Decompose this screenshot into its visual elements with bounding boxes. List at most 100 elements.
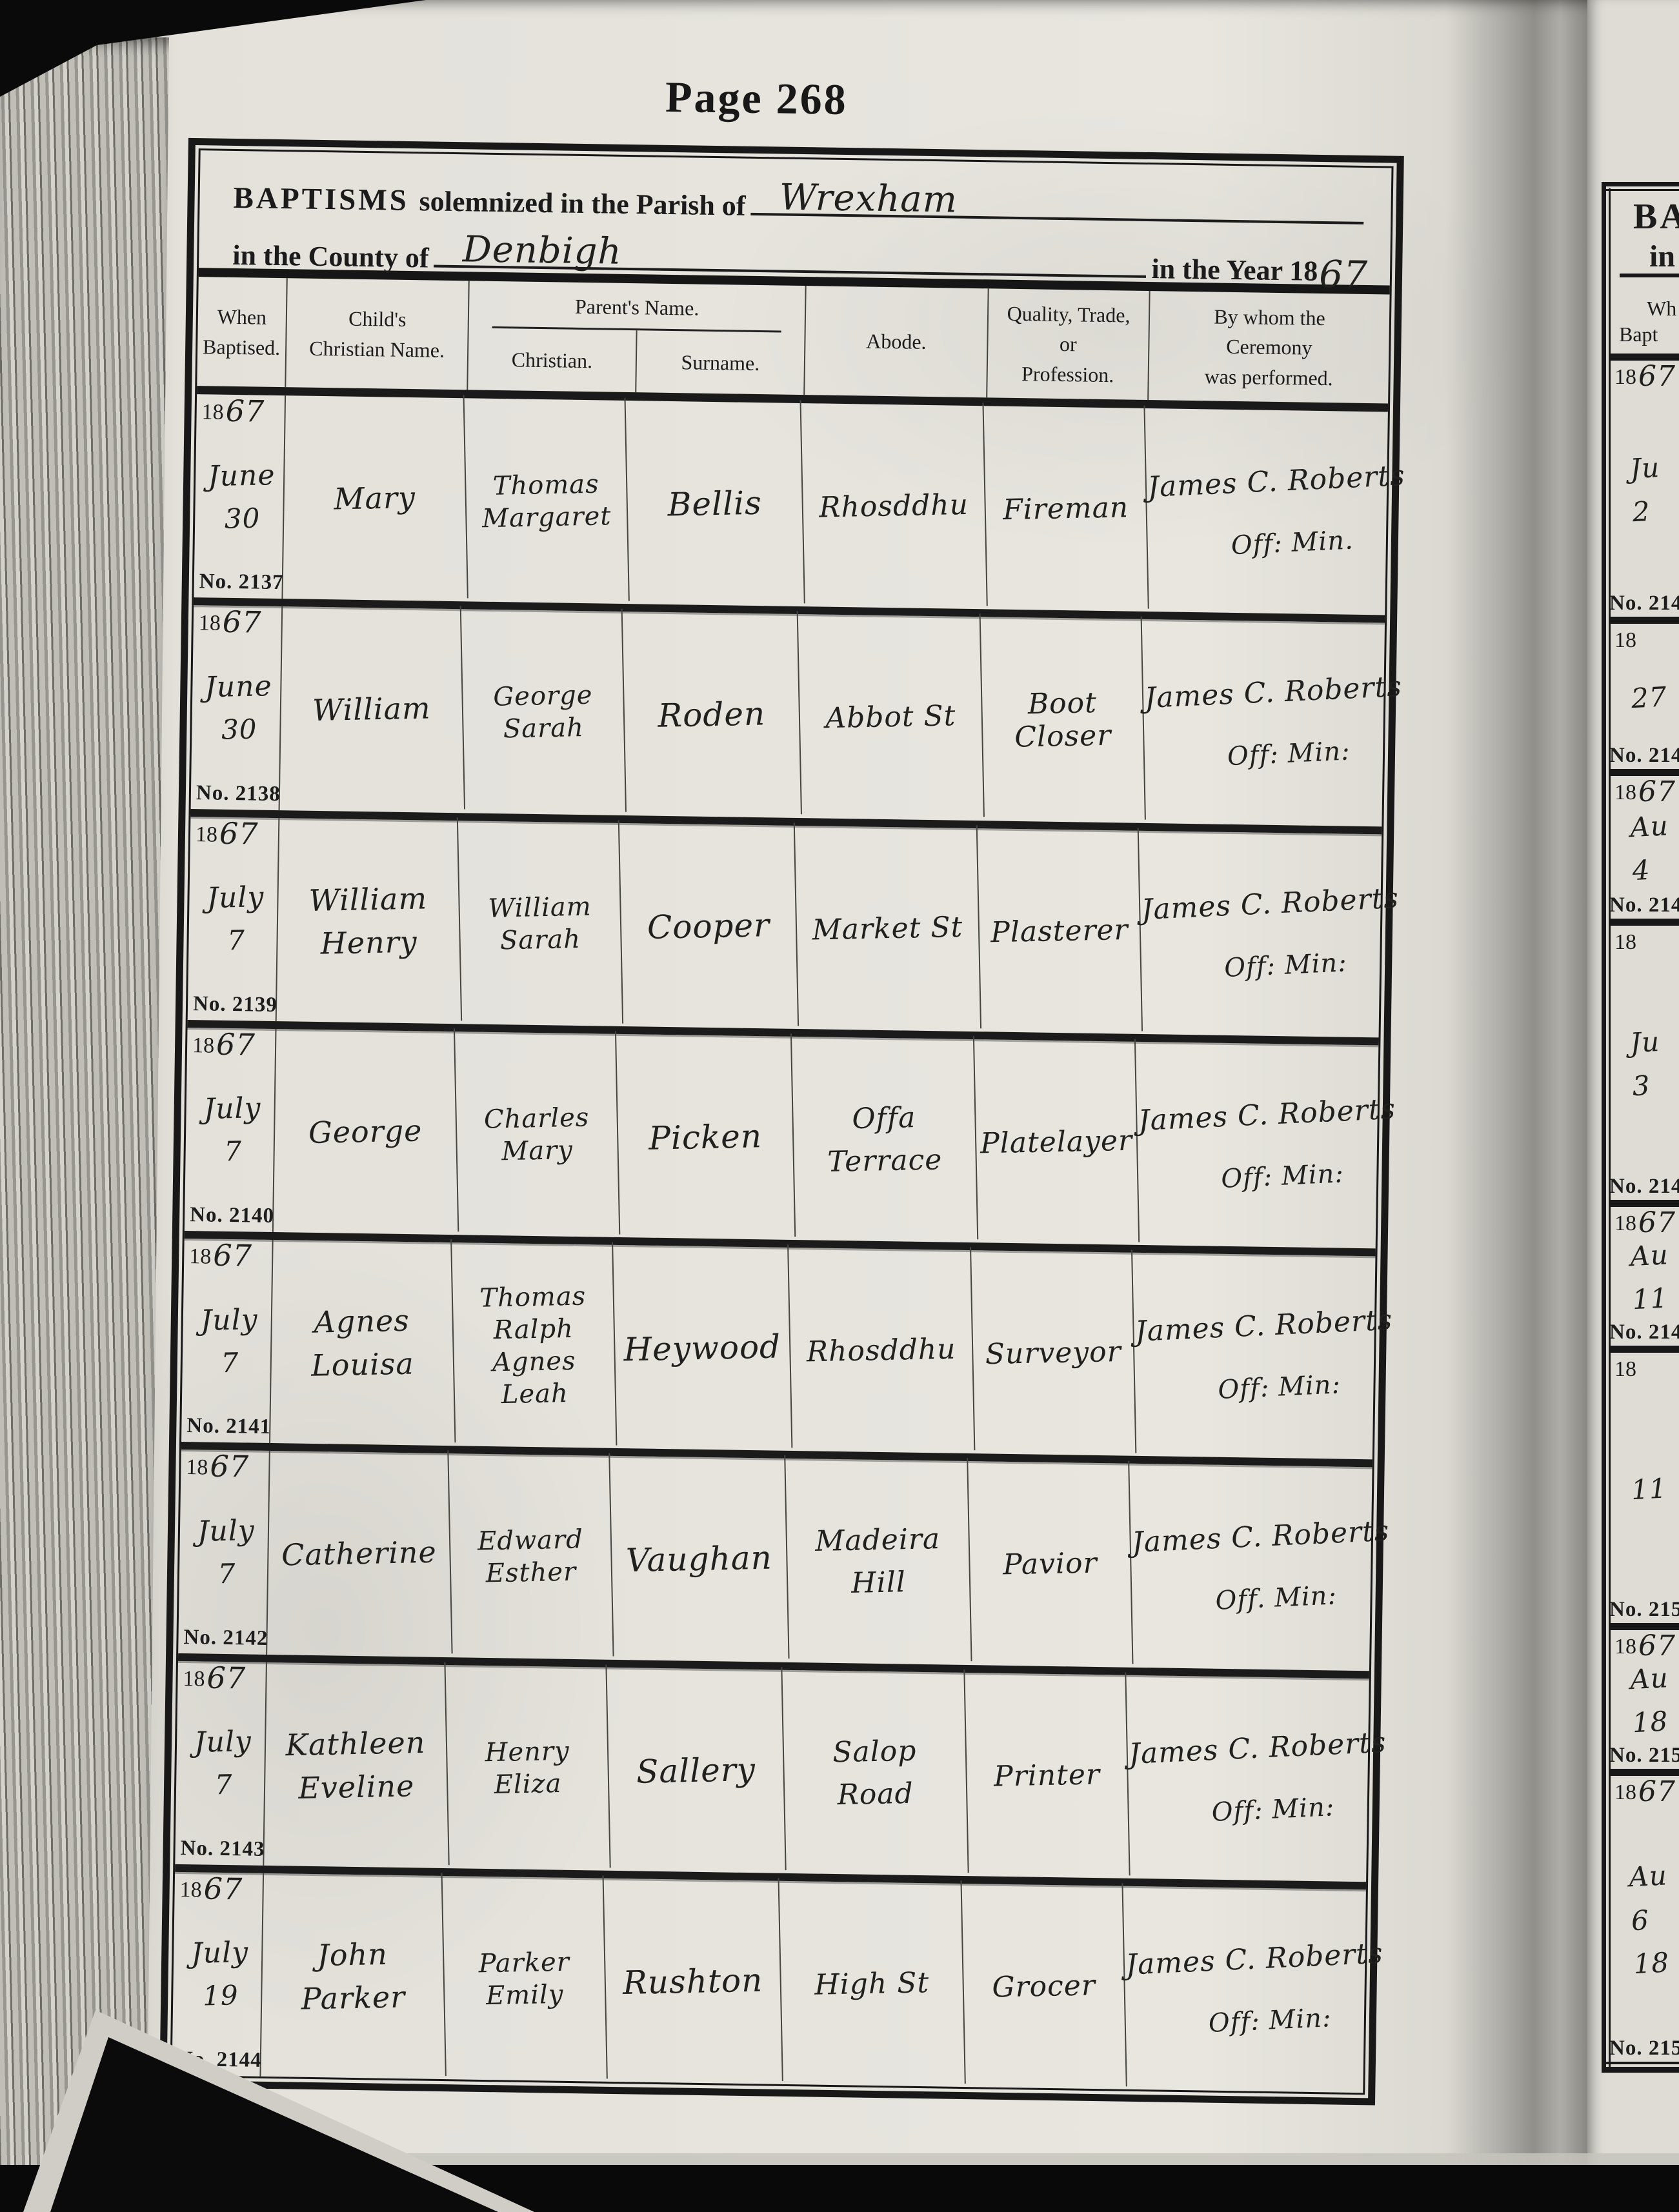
cell-surname: Cooper <box>619 822 799 1030</box>
stub-year-handwritten: 67 <box>1638 360 1676 393</box>
cell-surname: Bellis <box>625 400 805 608</box>
minister-signature: James C. Roberts <box>1131 1514 1391 1560</box>
stub-year: 1867 <box>1614 1206 1676 1239</box>
stub-year: 18 <box>1614 930 1636 954</box>
entry-year: 1867 <box>195 815 259 852</box>
table-row: 1867 June 30 No. 2137 Mary Thomas Margar… <box>194 393 1406 615</box>
right-page-header-fragment-baptised: Bapt <box>1619 323 1658 346</box>
cell-profession: Grocer <box>961 1883 1127 2090</box>
right-page-header-fragment-when: Wh <box>1647 297 1677 320</box>
right-page-row-stub: 1867 Au 6 18 No. 2152 <box>1609 1769 1679 2062</box>
minister-signature: James C. Roberts <box>1140 881 1400 926</box>
entry-month: June <box>207 459 276 493</box>
stub-entry-number: No. 214 <box>1609 744 1679 767</box>
entry-number: No. 2139 <box>192 991 278 1017</box>
cell-profession: Boot Closer <box>980 616 1146 824</box>
entry-day: 7 <box>217 1557 236 1590</box>
cell-abode: High St <box>779 1880 966 2087</box>
cell-child-name: Mary <box>282 395 468 603</box>
right-page-left-border-inner <box>1609 188 1611 2067</box>
right-page-top-rule-inner <box>1602 189 1679 191</box>
entry-number: No. 2143 <box>180 1836 265 1861</box>
cell-by-whom: James C. Roberts Off: Min: <box>1127 1675 1387 1882</box>
minister-signature: James C. Roberts <box>1125 1937 1384 1982</box>
cell-parent-christian: Charles Mary <box>455 1031 621 1238</box>
right-page-title-fragment-2: in <box>1649 239 1676 274</box>
entry-date: June 30 <box>206 423 277 572</box>
cell-abode: Abbot St <box>798 613 985 821</box>
stub-year: 1867 <box>1614 1629 1676 1662</box>
entry-date: July 7 <box>202 1056 262 1204</box>
cell-profession: Plasterer <box>977 828 1143 1035</box>
cell-abode: Rhosddhu <box>801 403 988 610</box>
entry-year: 1867 <box>201 393 265 429</box>
officiant-note: Off: Min: <box>1220 1159 1345 1194</box>
parish-handwritten: Wrexham <box>779 176 958 221</box>
register-title: BAPTISMS solemnized in the Parish of Wre… <box>198 150 1392 297</box>
header-when-baptised: When Baptised. <box>197 277 288 388</box>
stub-year-handwritten: 67 <box>1638 775 1676 808</box>
cell-abode: Madeira Hill <box>785 1458 972 1666</box>
stub-entry-number: No. 214 <box>1609 1320 1679 1344</box>
book-gutter-shadow <box>1445 0 1589 2173</box>
header-parent-christian: Christian. <box>468 328 638 393</box>
cell-by-whom: James C. Roberts Off: Min. <box>1145 408 1406 615</box>
cell-by-whom: James C. Roberts Off: Min: <box>1140 830 1400 1037</box>
cell-parent-christian: Henry Eliza <box>445 1664 611 1871</box>
entry-day: 7 <box>223 1135 243 1168</box>
entry-date: July 7 <box>196 1478 256 1626</box>
header-quality-trade: Quality, Trade, or Profession. <box>987 288 1151 401</box>
table-row: 1867 July 7 No. 2142 Catherine Edward Es… <box>178 1442 1390 1671</box>
page-bottom-edge <box>84 2153 1679 2166</box>
stub-year-handwritten: 67 <box>1638 1775 1676 1808</box>
cell-surname: Roden <box>622 611 802 819</box>
stub-handwriting: Au 4 <box>1629 809 1669 886</box>
cell-child-name: William Henry <box>276 817 463 1024</box>
cell-when-baptised: 1867 June 30 No. 2137 <box>194 393 287 599</box>
entry-day: 7 <box>220 1346 239 1379</box>
entry-date: July 7 <box>193 1689 253 1837</box>
officiant-note: Off. Min: <box>1215 1580 1338 1617</box>
cell-profession: Pavior <box>968 1460 1134 1668</box>
header-parent-surname: Surname. <box>681 350 760 375</box>
minister-signature: James C. Roberts <box>1128 1726 1387 1771</box>
entry-year: 1867 <box>179 1871 243 1907</box>
stub-handwriting: 11 <box>1630 1471 1668 1506</box>
cell-parent-christian: Thomas Ralph Agnes Leah <box>452 1242 618 1449</box>
entry-date: July 19 <box>190 1900 250 2048</box>
right-page-title-fragment: BA <box>1633 197 1679 237</box>
cell-profession: Fireman <box>983 405 1149 612</box>
cell-by-whom: James C. Roberts Off: Min: <box>1133 1253 1394 1460</box>
right-page-row-stub: 18 27 No. 214 <box>1609 617 1679 769</box>
table-header-row: When Baptised. Child's Christian Name. P… <box>197 277 1390 412</box>
stub-entry-number: No. 2152 <box>1609 2037 1679 2060</box>
entry-number: No. 2141 <box>186 1414 272 1439</box>
cell-surname: Rushton <box>603 1877 783 2085</box>
right-page-row-stub: 1867 Ju 2 No. 214 <box>1609 354 1679 617</box>
county-entry-line: Denbigh <box>434 227 1147 278</box>
cell-abode: Rhosddhu <box>789 1247 976 1455</box>
header-by-whom: By whom the Ceremony was performed. <box>1204 304 1333 390</box>
right-page-left-border <box>1602 182 1606 2072</box>
entry-day: 7 <box>214 1769 233 1801</box>
cell-when-baptised: 1867 July 19 No. 2144 <box>172 1871 265 2077</box>
title-parish-label: solemnized in the Parish of <box>419 185 746 222</box>
stub-handwriting: Ju 2 <box>1629 451 1661 528</box>
entry-number: No. 2138 <box>196 781 281 806</box>
parish-entry-line: Wrexham <box>750 175 1365 224</box>
cell-when-baptised: 1867 July 7 No. 2143 <box>175 1660 267 1866</box>
cell-abode: Salop Road <box>782 1669 969 1877</box>
entry-month: July <box>199 1303 258 1337</box>
cell-parent-christian: George Sarah <box>461 608 627 816</box>
header-childs-name: Child's Christian Name. <box>286 278 470 390</box>
header-parents-group-label: Parent's Name. <box>574 294 699 320</box>
cell-by-whom: James C. Roberts Off. Min: <box>1130 1464 1391 1671</box>
stub-year-handwritten: 67 <box>1638 1206 1676 1239</box>
right-page-bottom-rule <box>1602 2067 1679 2073</box>
register-table-frame: BAPTISMS solemnized in the Parish of Wre… <box>159 137 1406 2106</box>
table-row: 1867 July 7 No. 2139 William Henry Willi… <box>187 808 1400 1038</box>
cell-abode: Offa Terrace <box>791 1036 979 1243</box>
title-baptisms: BAPTISMS <box>233 181 420 218</box>
cell-by-whom: James C. Roberts Off: Min: <box>1136 1042 1397 1249</box>
